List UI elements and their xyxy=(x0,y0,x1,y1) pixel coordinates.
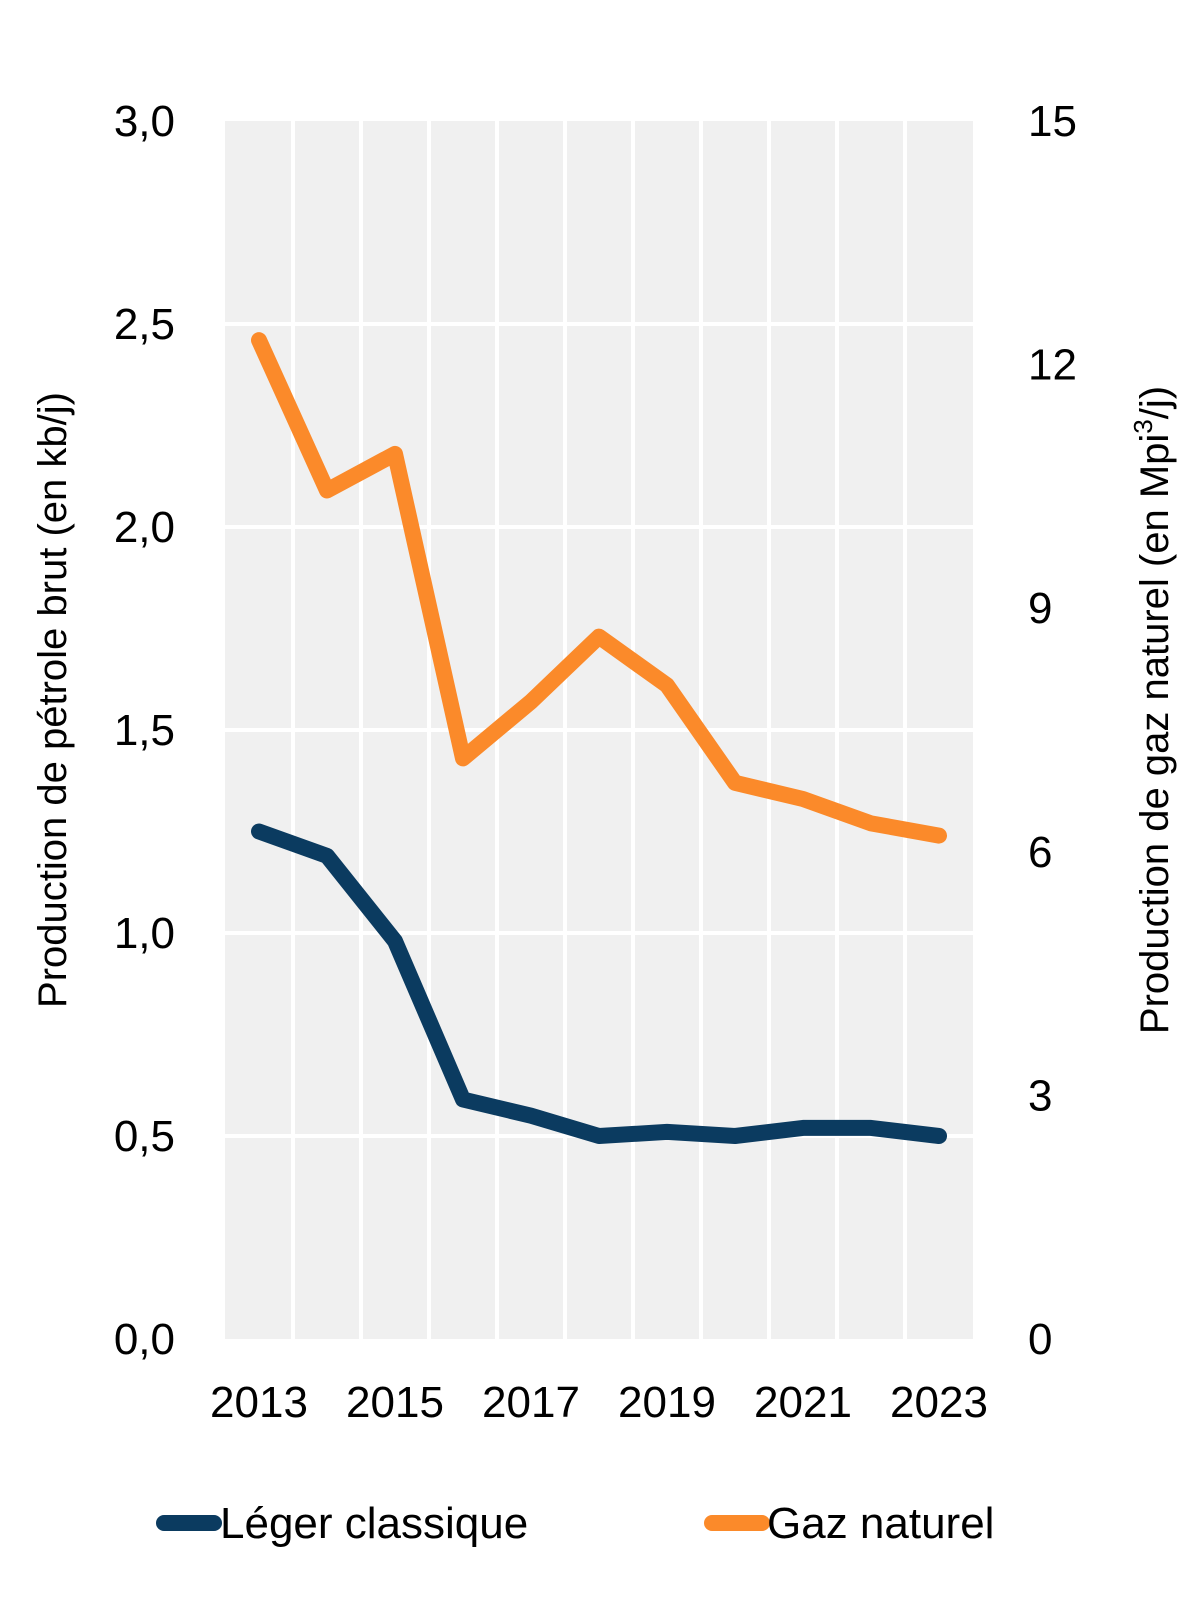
y-right-tick-label: 15 xyxy=(1028,97,1077,146)
x-tick-label: 2023 xyxy=(890,1378,988,1427)
y-left-tick-label: 1,0 xyxy=(114,909,175,958)
legend-label-leger-classique: Léger classique xyxy=(220,1499,528,1548)
legend: Léger classique Gaz naturel xyxy=(156,1499,994,1548)
y-left-tick-label: 0,5 xyxy=(114,1112,175,1161)
y-right-tick-label: 3 xyxy=(1028,1071,1052,1120)
series-line-leger-classique xyxy=(251,823,947,1144)
y-left-tick-label: 3,0 xyxy=(114,97,175,146)
x-tick-labels: 2013 2015 2017 2019 2021 2023 xyxy=(210,1378,988,1427)
x-tick-label: 2013 xyxy=(210,1378,308,1427)
x-tick-label: 2019 xyxy=(618,1378,716,1427)
x-tick-label: 2021 xyxy=(754,1378,852,1427)
y-left-tick-label: 2,0 xyxy=(114,503,175,552)
y-right-axis-title-end: /j) xyxy=(1133,386,1177,419)
x-tick-label: 2015 xyxy=(346,1378,444,1427)
x-tick-label: 2017 xyxy=(482,1378,580,1427)
y-left-tick-label: 2,5 xyxy=(114,300,175,349)
y-left-tick-label: 0,0 xyxy=(114,1315,175,1364)
y-right-axis-title-main: Production de gaz naturel (en Mpi xyxy=(1133,434,1177,1034)
y-right-tick-labels: 0 3 6 9 12 15 xyxy=(1028,97,1077,1364)
y-right-axis-title-sup: 3 xyxy=(1128,419,1158,433)
y-right-tick-label: 9 xyxy=(1028,584,1052,633)
legend-label-gaz-naturel: Gaz naturel xyxy=(767,1499,994,1548)
y-right-tick-label: 0 xyxy=(1028,1315,1052,1364)
series-layer xyxy=(251,332,947,1144)
y-right-tick-label: 12 xyxy=(1028,341,1077,390)
y-left-tick-labels: 0,0 0,5 1,0 1,5 2,0 2,5 3,0 xyxy=(114,97,175,1364)
series-line-gaz-naturel xyxy=(251,332,947,844)
y-left-tick-label: 1,5 xyxy=(114,706,175,755)
y-right-tick-label: 6 xyxy=(1028,828,1052,877)
y-left-axis-title: Production de pétrole brut (en kb/j) xyxy=(31,392,75,1008)
y-right-axis-title: Production de gaz naturel (en Mpi3/j) xyxy=(1128,386,1177,1034)
